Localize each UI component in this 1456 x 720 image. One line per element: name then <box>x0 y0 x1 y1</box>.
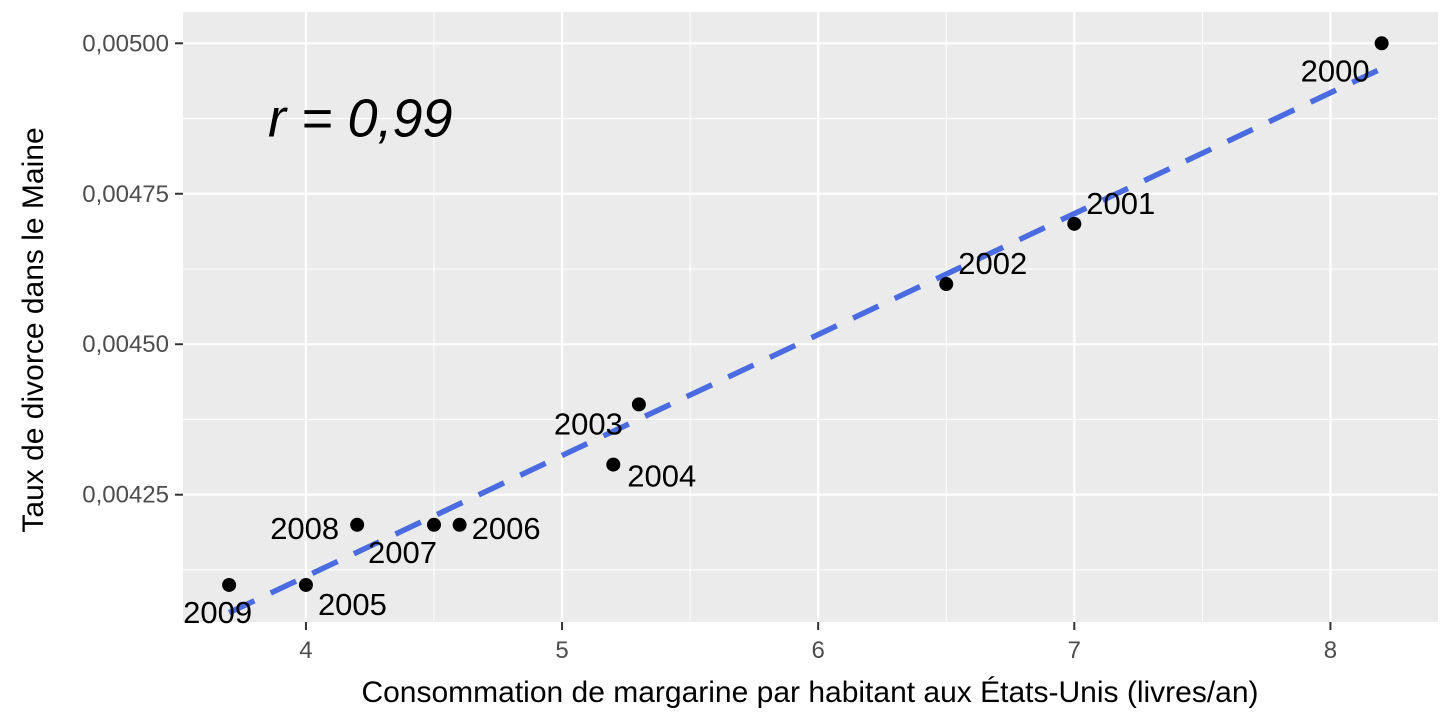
point-label: 2003 <box>554 406 623 441</box>
point-label: 2009 <box>183 595 252 630</box>
data-point <box>939 277 954 292</box>
x-tick-label: 5 <box>555 637 568 664</box>
data-point <box>1374 36 1389 51</box>
data-point <box>452 517 467 532</box>
y-tick-label: 0,00500 <box>82 30 169 57</box>
point-label: 2004 <box>627 459 696 494</box>
point-label: 2002 <box>958 246 1027 281</box>
y-tick-label: 0,00450 <box>82 331 169 358</box>
point-label: 2001 <box>1086 186 1155 221</box>
data-point <box>298 577 313 592</box>
x-tick-label: 4 <box>299 637 312 664</box>
axis-ticks: 4 5 6 7 8 0,00425 0,00450 0,00475 0,00500 <box>82 30 1337 664</box>
plot-panel <box>183 12 1438 622</box>
grid-lines <box>183 12 1438 622</box>
y-tick-label: 0,00425 <box>82 482 169 509</box>
data-point <box>222 577 237 592</box>
x-axis-title: Consommation de margarine par habitant a… <box>361 676 1258 709</box>
data-point <box>631 397 646 412</box>
y-axis-title: Taux de divorce dans le Maine <box>17 127 50 532</box>
data-point <box>606 457 621 472</box>
y-tick-label: 0,00475 <box>82 181 169 208</box>
trend-line-layer <box>227 66 1383 616</box>
correlation-annotation: r = 0,99 <box>268 89 453 149</box>
x-tick-label: 7 <box>1068 637 1081 664</box>
point-label: 2008 <box>270 511 339 546</box>
trend-line <box>227 66 1383 616</box>
point-label: 2007 <box>368 535 437 570</box>
point-label: 2006 <box>472 511 541 546</box>
data-point <box>350 517 365 532</box>
x-tick-label: 6 <box>812 637 825 664</box>
x-tick-label: 8 <box>1324 637 1337 664</box>
data-point <box>427 517 441 532</box>
data-points <box>222 36 1389 592</box>
point-label: 2005 <box>318 587 387 622</box>
data-point <box>1067 216 1082 231</box>
point-label: 2000 <box>1301 53 1370 88</box>
